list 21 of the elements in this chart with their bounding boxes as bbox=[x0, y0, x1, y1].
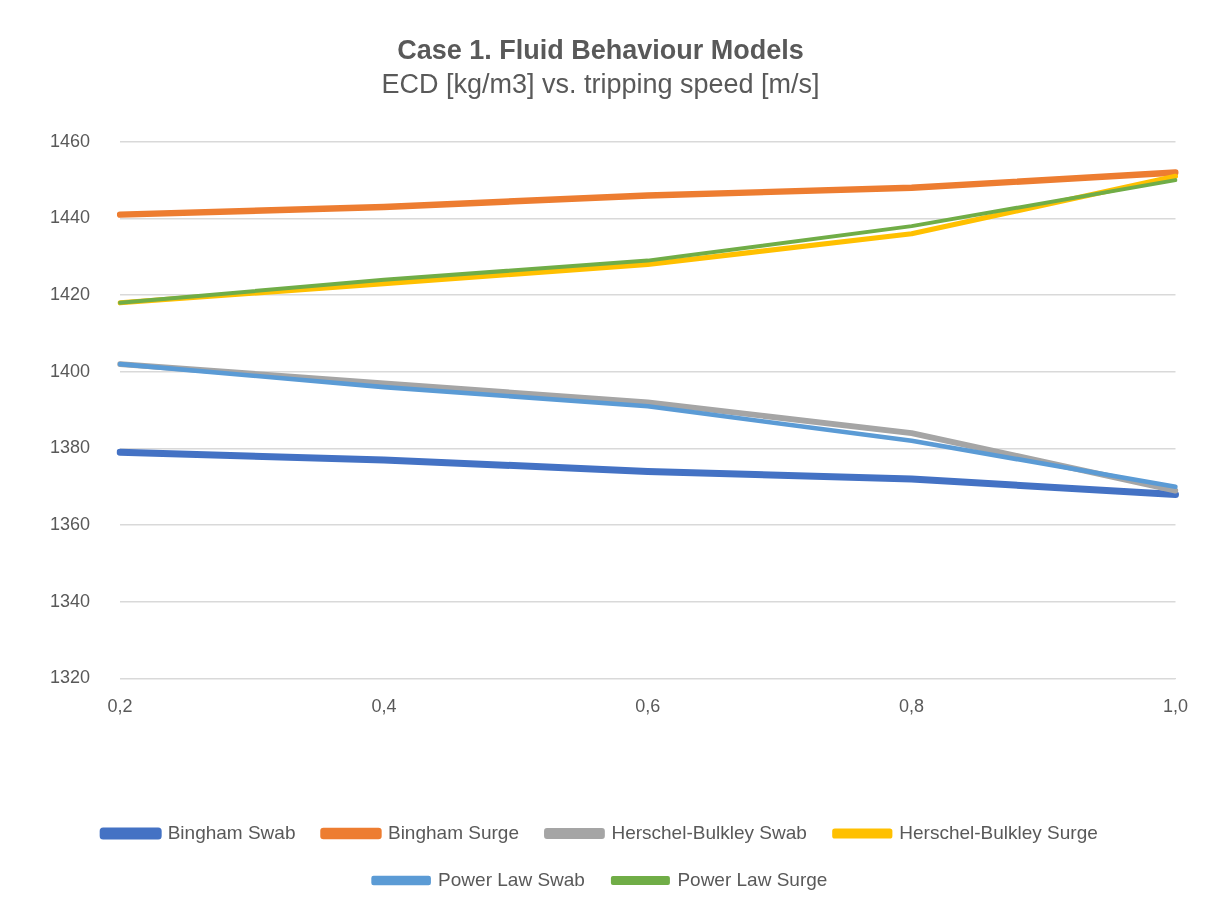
x-tick-label: 0,6 bbox=[635, 696, 661, 717]
y-tick-label: 1420 bbox=[50, 284, 91, 305]
y-tick-label: 1380 bbox=[50, 437, 91, 458]
legend-label: Bingham Swab bbox=[167, 821, 296, 843]
legend-label: Bingham Surge bbox=[387, 821, 519, 843]
y-tick-label: 1340 bbox=[50, 590, 91, 611]
x-tick-label: 1,0 bbox=[1162, 696, 1188, 717]
x-tick-label: 0,2 bbox=[107, 696, 133, 717]
x-tick-label: 0,8 bbox=[899, 696, 925, 717]
y-tick-label: 1400 bbox=[50, 360, 91, 381]
y-tick-label: 1320 bbox=[50, 667, 91, 688]
legend-label: Power Law Swab bbox=[438, 868, 585, 890]
legend-label: Herschel-Bulkley Swab bbox=[611, 821, 807, 843]
y-tick-label: 1440 bbox=[50, 207, 91, 228]
x-tick-label: 0,4 bbox=[371, 696, 397, 717]
legend-label: Herschel-Bulkley Surge bbox=[899, 821, 1098, 843]
y-tick-label: 1360 bbox=[50, 514, 91, 535]
chart-title: Case 1. Fluid Behaviour Models bbox=[397, 34, 804, 65]
y-tick-label: 1460 bbox=[50, 130, 91, 151]
legend-label: Power Law Surge bbox=[677, 868, 828, 890]
chart-subtitle: ECD [kg/m3] vs. tripping speed [m/s] bbox=[381, 69, 820, 100]
